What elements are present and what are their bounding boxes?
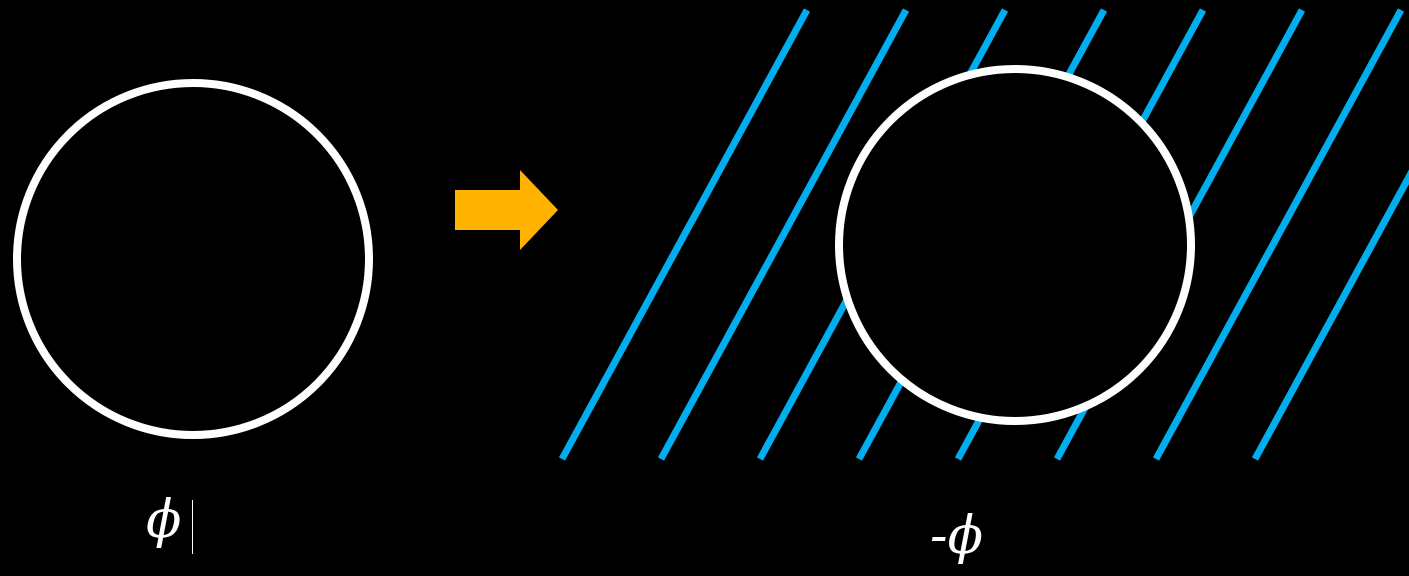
phi-label: ϕ (146, 490, 182, 550)
hatch-line (1152, 8, 1405, 461)
left-circle (13, 79, 373, 439)
right-arrow-icon (455, 170, 558, 250)
right-circle (835, 65, 1195, 425)
negative-phi-label: -ϕ (930, 506, 984, 566)
text-cursor (192, 500, 193, 554)
hatch-line (657, 8, 910, 461)
hatch-line (558, 8, 811, 461)
hatch-line (1251, 169, 1409, 461)
